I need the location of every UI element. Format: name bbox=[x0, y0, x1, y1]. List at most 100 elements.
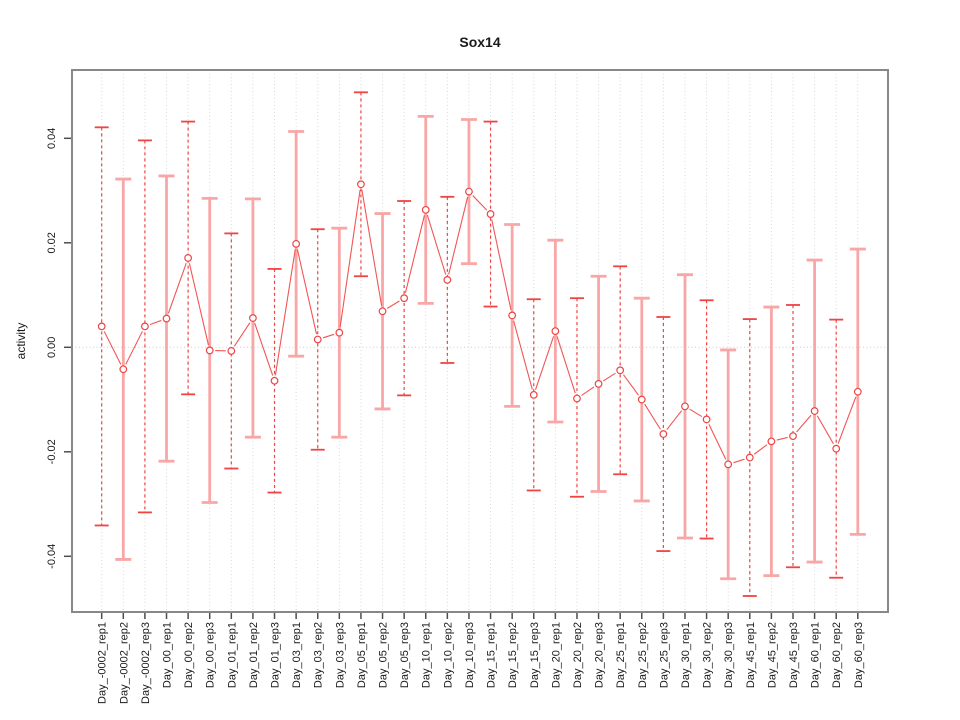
x-axis-label: Day_25_rep2 bbox=[637, 622, 649, 688]
x-axis-label: Day_45_rep3 bbox=[788, 622, 800, 688]
x-axis-label: Day_15_rep3 bbox=[529, 622, 541, 688]
x-axis-label: Day_20_rep2 bbox=[572, 622, 584, 688]
chart-title: Sox14 bbox=[459, 34, 500, 50]
series-segment bbox=[513, 320, 533, 390]
data-point bbox=[616, 366, 625, 375]
data-point bbox=[832, 444, 841, 453]
data-point bbox=[162, 314, 171, 323]
series-segment bbox=[296, 249, 318, 335]
series-segment bbox=[666, 410, 683, 431]
data-point bbox=[486, 210, 495, 218]
data-point bbox=[767, 437, 776, 446]
series-segment bbox=[386, 300, 400, 309]
x-axis-label: Day_10_rep3 bbox=[464, 622, 476, 688]
x-axis-label: Day_10_rep2 bbox=[442, 622, 454, 688]
series-segment bbox=[733, 458, 745, 464]
data-point bbox=[529, 390, 538, 399]
data-point bbox=[637, 395, 646, 404]
series-segment bbox=[644, 403, 661, 430]
series-segment bbox=[837, 396, 857, 444]
data-point bbox=[335, 328, 344, 337]
series-segment bbox=[448, 196, 469, 275]
series-segment bbox=[535, 336, 555, 390]
series-segment bbox=[816, 415, 834, 445]
data-point bbox=[724, 460, 733, 469]
series-segment bbox=[426, 214, 447, 275]
x-axis-label: Day_10_rep1 bbox=[421, 622, 433, 688]
x-axis-label: Day_-0002_rep3 bbox=[140, 622, 152, 704]
x-axis-label: Day_30_rep3 bbox=[723, 622, 735, 688]
data-point bbox=[702, 415, 711, 424]
series-segment bbox=[167, 262, 187, 314]
x-axis-label: Day_25_rep3 bbox=[658, 622, 670, 688]
data-point bbox=[745, 453, 754, 462]
data-point bbox=[421, 205, 430, 214]
x-axis-label: Day_30_rep1 bbox=[680, 622, 692, 688]
x-axis-label: Day_25_rep1 bbox=[615, 622, 627, 688]
data-point bbox=[313, 335, 322, 344]
data-point bbox=[227, 347, 236, 355]
data-point bbox=[810, 407, 819, 415]
x-axis-label: Day_05_rep1 bbox=[356, 622, 368, 688]
data-point bbox=[270, 376, 279, 385]
data-point bbox=[400, 294, 409, 303]
data-point bbox=[594, 379, 603, 388]
x-axis-label: Day_05_rep3 bbox=[399, 622, 411, 688]
series-segment bbox=[274, 249, 296, 376]
x-axis-label: Day_03_rep3 bbox=[334, 622, 346, 688]
plot-layers: 0.04 0.02 0.00 -0.02 -0.04 Day_-0002_rep1 Day_… bbox=[46, 69, 889, 704]
y-tick-label: -0.04 bbox=[46, 544, 58, 569]
data-point bbox=[551, 327, 560, 336]
x-axis-label: Day_30_rep2 bbox=[702, 622, 714, 688]
series-segment bbox=[796, 414, 812, 433]
data-point bbox=[378, 307, 387, 316]
data-point bbox=[292, 239, 301, 248]
y-tick-label: 0.02 bbox=[46, 232, 58, 253]
x-axis-label: Day_60_rep3 bbox=[853, 622, 865, 688]
x-axis-label: Day_01_rep1 bbox=[226, 622, 238, 688]
x-axis-label: Day_00_rep1 bbox=[162, 622, 174, 688]
y-axis-title: activity bbox=[14, 323, 28, 360]
series-segment bbox=[556, 336, 576, 394]
data-point bbox=[573, 394, 581, 403]
x-axis-label: Day_60_rep1 bbox=[810, 622, 822, 688]
x-axis-label: Day_20_rep3 bbox=[594, 622, 606, 688]
series-segment bbox=[753, 444, 768, 455]
plot-border bbox=[71, 69, 889, 613]
x-axis-label: Day_01_rep3 bbox=[270, 622, 282, 688]
series-segment bbox=[708, 424, 727, 460]
x-axis-label: Day_60_rep2 bbox=[831, 622, 843, 688]
x-axis-label: Day_00_rep2 bbox=[183, 622, 195, 688]
data-point bbox=[465, 187, 473, 196]
series-segment bbox=[472, 195, 488, 211]
data-point bbox=[97, 322, 106, 331]
series-segment bbox=[103, 331, 122, 365]
data-point bbox=[508, 311, 517, 320]
x-axis-label: Day_01_rep2 bbox=[248, 622, 260, 688]
x-axis-label: Day_45_rep2 bbox=[766, 622, 778, 688]
series-segment bbox=[622, 374, 639, 396]
series-segment bbox=[491, 219, 512, 311]
series-segment bbox=[339, 189, 361, 328]
x-axis-label: Day_05_rep2 bbox=[378, 622, 390, 688]
data-point bbox=[119, 365, 128, 374]
data-point bbox=[659, 430, 668, 438]
x-axis-label: Day_03_rep1 bbox=[291, 622, 303, 688]
data-point bbox=[853, 387, 862, 396]
series-segment bbox=[361, 189, 383, 306]
series-segment bbox=[322, 333, 335, 339]
x-axis-label: Day_45_rep1 bbox=[745, 622, 757, 688]
series-segment bbox=[581, 386, 595, 396]
y-tick-label: 0.04 bbox=[46, 128, 58, 149]
series-segment bbox=[233, 322, 251, 347]
series-segment bbox=[689, 408, 703, 418]
data-point bbox=[681, 402, 689, 411]
x-axis-label: Day_-0002_rep1 bbox=[97, 622, 109, 704]
series-segment bbox=[125, 331, 143, 365]
x-axis-label: Day_15_rep2 bbox=[507, 622, 519, 688]
series-segment bbox=[776, 436, 788, 441]
data-point bbox=[184, 254, 193, 262]
data-point bbox=[249, 314, 257, 322]
